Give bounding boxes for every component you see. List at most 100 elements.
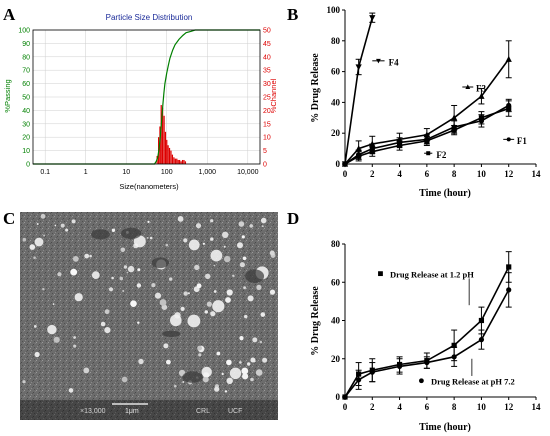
- chart-d-data-point: [356, 377, 362, 383]
- chart-a-x-ticks: 0.1 1 10 100 1,000 10,000: [40, 169, 258, 176]
- chart-a-x-tick-label: 10,000: [237, 169, 259, 176]
- chart-d-axes: [342, 243, 537, 400]
- chart-b-axes: [342, 9, 537, 167]
- sem-particle: [111, 276, 114, 280]
- sem-particle: [260, 312, 266, 317]
- sem-particle: [104, 327, 111, 334]
- chart-b-y-label: % Drug Release: [310, 53, 321, 123]
- sem-particle: [196, 283, 202, 289]
- sem-particle: [120, 247, 126, 253]
- sem-particle: [226, 359, 232, 366]
- sem-particle: [57, 272, 62, 277]
- sem-particle: [147, 220, 150, 223]
- chart-d-data-point: [451, 342, 457, 348]
- chart-a-channel-bar: [164, 131, 167, 164]
- sem-particle: [33, 256, 36, 260]
- sem-particle-large: [201, 366, 212, 378]
- chart-d-x-tick-label: 12: [504, 402, 514, 412]
- sem-particle: [239, 361, 242, 364]
- chart-d-x-tick-label: 10: [477, 402, 487, 412]
- chart-b-y-tick-label: 60: [331, 67, 341, 77]
- chart-a-y-tick-label-left: 90: [22, 41, 30, 48]
- chart-b-x-tick-label: 2: [370, 169, 375, 179]
- chart-a-x-label: Size(nanometers): [119, 182, 179, 191]
- chart-a-x-tick-label: 1: [84, 169, 88, 176]
- sem-info-bar: [20, 400, 278, 420]
- chart-b-x-label: Time (hour): [419, 188, 471, 199]
- sem-particle: [137, 321, 140, 324]
- chart-b-data-point: [356, 152, 362, 158]
- panel-letter-c: C: [3, 209, 15, 228]
- sem-particle: [136, 283, 142, 288]
- chart-d-y-tick-label: 80: [331, 239, 341, 249]
- sem-particle: [40, 213, 46, 219]
- chart-d-x-tick-label: 14: [532, 402, 542, 412]
- sem-particle: [60, 223, 65, 228]
- chart-b-y-tick-label: 20: [331, 128, 341, 138]
- sem-particle-large: [229, 367, 242, 379]
- sem-particle: [260, 217, 267, 224]
- chart-a-title: Particle Size Distribution: [106, 13, 193, 22]
- sem-particle: [138, 358, 144, 365]
- sem-particle: [29, 244, 36, 250]
- chart-a-channel-bar: [166, 139, 168, 164]
- chart-a-channel-bar: [161, 107, 164, 164]
- chart-d-series-labels: Drug Release at 1.2 pH Drug Release at pH…: [378, 270, 515, 387]
- chart-d-data-point: [369, 369, 375, 375]
- sem-particle: [247, 362, 251, 366]
- chart-b-y-ticks: 0 20 40 60 80 100: [327, 5, 341, 169]
- chart-a-frame: [32, 29, 261, 165]
- sem-particle: [71, 219, 76, 224]
- sem-org-label: UCF: [228, 408, 242, 415]
- panel-letter-a: A: [3, 5, 16, 24]
- chart-b-x-tick-label: 10: [477, 169, 487, 179]
- chart-a-channel-bar: [173, 157, 175, 164]
- chart-d-drug-release-ph: 0 2 4 6 8 10 12 14 0 20 40 60 80 Drug Release at 1.…: [310, 239, 541, 433]
- sem-particle: [194, 264, 200, 271]
- chart-b-data-point: [478, 92, 485, 99]
- chart-a-x-tick-label: 100: [161, 169, 173, 176]
- sem-particle: [225, 297, 231, 303]
- sem-particle: [180, 306, 185, 311]
- sem-particle: [226, 377, 233, 384]
- sem-particle-large: [34, 237, 44, 247]
- chart-b-x-tick-label: 8: [452, 169, 457, 179]
- chart-a-y-tick-label-right: 5: [263, 148, 267, 155]
- chart-b-y-tick-label: 0: [336, 159, 341, 169]
- sem-particle: [151, 283, 156, 288]
- sem-dark-spot: [182, 371, 203, 383]
- sem-particle: [210, 311, 216, 317]
- sem-particle: [210, 219, 214, 223]
- sem-dark-spot: [151, 257, 170, 269]
- sem-particle: [198, 353, 202, 357]
- sem-particle: [247, 295, 254, 302]
- chart-b-data-point: [506, 102, 512, 109]
- chart-d-data-point: [451, 354, 457, 360]
- sem-particle: [204, 310, 208, 314]
- chart-a-channel-bar: [183, 159, 185, 164]
- chart-b-series-label: F4: [389, 57, 399, 67]
- chart-b-label-marker: [426, 151, 431, 156]
- chart-a-y-label-right: %Channel: [269, 78, 278, 113]
- chart-b-data-point: [451, 124, 457, 130]
- sem-particle: [202, 376, 209, 383]
- chart-a-y-tick-label-right: 25: [263, 95, 271, 102]
- chart-a-y-tick-label-right: 50: [263, 28, 271, 35]
- chart-b-x-tick-label: 12: [504, 169, 514, 179]
- sem-particle: [239, 262, 245, 268]
- sem-particle: [183, 291, 188, 296]
- sem-particle: [242, 373, 249, 380]
- chart-d-y-tick-label: 20: [331, 354, 341, 364]
- chart-a-channel-bar: [176, 158, 178, 164]
- chart-b-series-labels: F4 F3 F2 F1: [372, 57, 527, 160]
- sem-particle: [65, 228, 69, 232]
- sem-particle: [197, 345, 203, 351]
- chart-d-y-tick-label: 0: [336, 392, 341, 402]
- sem-particle: [169, 277, 173, 281]
- chart-a-y-tick-label-right: 35: [263, 68, 271, 75]
- chart-a-y-tick-label-left: 30: [22, 121, 30, 128]
- chart-b-series-label: F2: [436, 150, 446, 160]
- sem-particle: [187, 292, 190, 295]
- chart-a-y-tick-label-left: 10: [22, 148, 30, 155]
